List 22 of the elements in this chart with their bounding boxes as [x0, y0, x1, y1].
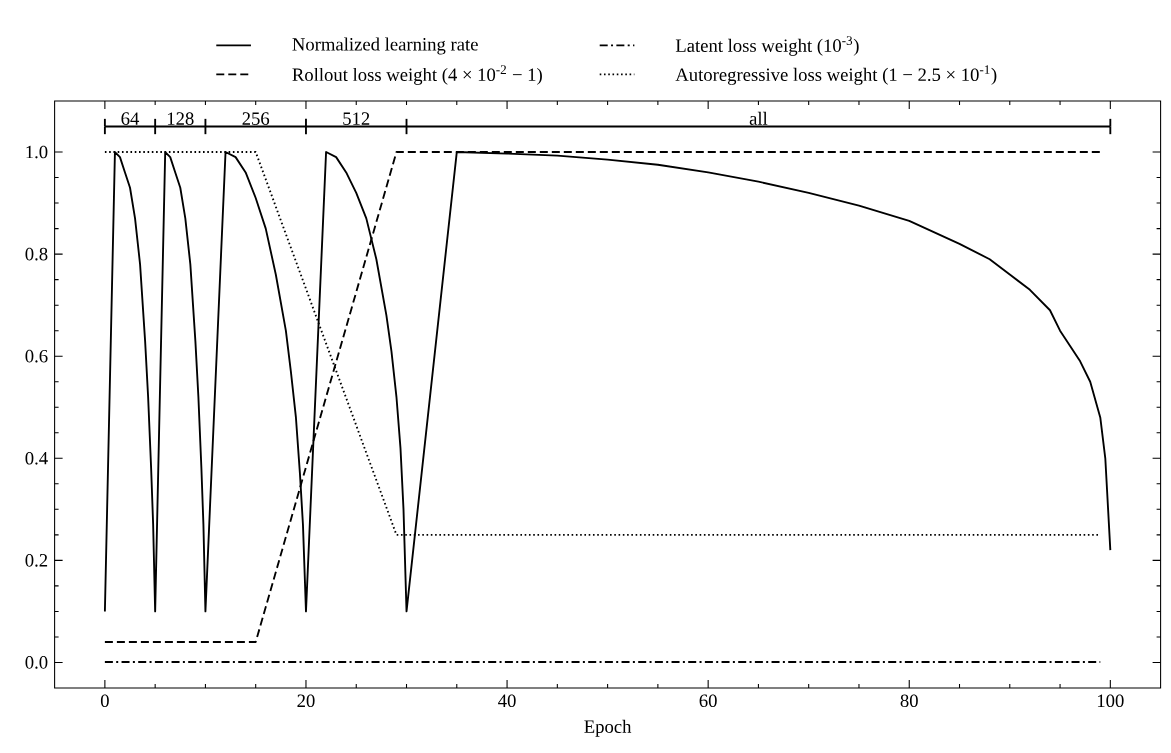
annotation: all: [749, 111, 768, 125]
y-tick-label: 0.8: [25, 247, 48, 261]
x-tick-label: 60: [699, 694, 717, 708]
legend-label: Autoregressive loss weight (1 − 2.5 × 10$^{-1}$): [675, 65, 997, 85]
annotation: 256: [242, 112, 270, 125]
annotation: 64: [121, 112, 140, 125]
annotation: 512: [343, 112, 370, 125]
x-tick-label: 80: [900, 694, 918, 708]
legend-label: Rollout loss weight (4 × 10$^{-2}$ − 1): [292, 65, 542, 85]
y-tick-label: 0.2: [25, 554, 48, 567]
y-tick-label: 0.4: [25, 451, 48, 465]
y-tick-label: 1.0: [26, 145, 48, 159]
x-tick-label: 0: [100, 694, 109, 708]
y-tick-label: 0.0: [25, 656, 48, 669]
legend-label: Normalized learning rate: [292, 37, 478, 55]
x-tick-label: 20: [297, 694, 315, 708]
x-axis-title: Epoch: [584, 719, 632, 737]
y-tick-label: 0.6: [25, 349, 48, 363]
x-tick-label: 40: [498, 694, 516, 708]
x-tick-label: 100: [1097, 694, 1124, 708]
annotation: 128: [167, 112, 194, 125]
legend-label: Latent loss weight (10$^{-3}$): [675, 36, 859, 56]
